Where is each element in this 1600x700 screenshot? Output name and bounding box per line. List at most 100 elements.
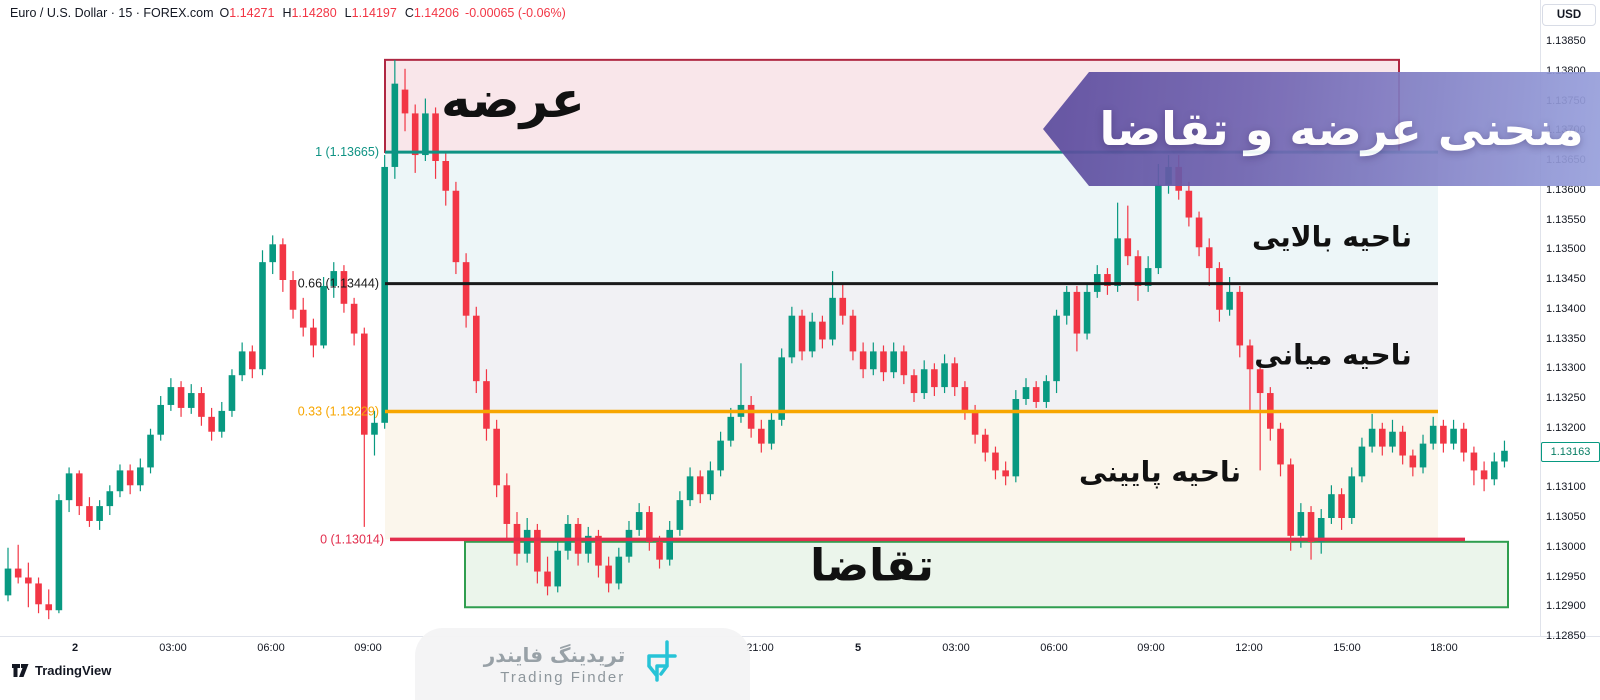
candle-body <box>523 529 531 554</box>
candle-body <box>1083 291 1091 334</box>
candle-body <box>808 321 816 352</box>
candle-body <box>758 428 765 444</box>
candle-body <box>228 375 236 411</box>
candle-body <box>269 244 276 263</box>
candle-body <box>350 303 358 334</box>
candle-body <box>381 166 388 423</box>
level-label: 0.33 (1.13229) <box>298 404 379 418</box>
candle-body <box>1287 464 1294 536</box>
candle-body <box>992 452 999 471</box>
candle-body <box>584 535 592 554</box>
price-tick-label: 1.13400 <box>1546 302 1586 315</box>
candle-body <box>1419 443 1427 468</box>
candle-body <box>371 422 378 435</box>
price-tick-label: 1.13550 <box>1546 213 1586 226</box>
candle-body <box>14 568 22 578</box>
candle-body <box>554 550 562 587</box>
price-axis-border <box>1540 0 1541 636</box>
level-label: 0 (1.13014) <box>320 532 384 546</box>
candle-body <box>1358 446 1366 477</box>
last-price-badge: 1.13163 <box>1541 442 1600 462</box>
tradingview-logo-icon <box>12 664 29 677</box>
candle-body <box>951 363 959 388</box>
candle-body <box>259 262 266 370</box>
candle-body <box>147 434 154 468</box>
candle-body <box>605 565 612 584</box>
candle-body <box>106 491 114 507</box>
demand-zone-label: تقاضا <box>810 540 934 592</box>
candle-body <box>1429 425 1437 444</box>
candle-body <box>218 410 226 432</box>
candle-body <box>788 315 796 358</box>
candle-body <box>1460 428 1468 453</box>
candle-body <box>279 244 287 280</box>
candle-body <box>849 315 857 352</box>
symbol-title[interactable]: Euro / U.S. Dollar · 15 · FOREX.com <box>10 6 214 20</box>
candle-body <box>75 473 83 507</box>
lower-zone-label: ناحیه پایینی <box>1078 455 1242 489</box>
candle-body <box>1440 425 1447 444</box>
candle-body <box>1480 470 1488 480</box>
candle-body <box>493 428 500 486</box>
candle-body <box>1073 291 1081 334</box>
candle-body <box>676 500 684 530</box>
candle-body <box>289 280 297 310</box>
candle-body <box>187 393 195 408</box>
candle-body <box>931 369 938 388</box>
candle-body <box>472 315 480 382</box>
time-tick-label: 21:00 <box>746 642 774 654</box>
tradingview-logo[interactable]: TradingView <box>12 663 111 678</box>
candle-body <box>1053 315 1060 382</box>
candle-body <box>1338 494 1345 518</box>
candle-body <box>411 113 419 156</box>
candle-body <box>361 333 368 435</box>
watermark-text-en: Trading Finder <box>500 668 626 686</box>
candle-body <box>167 387 175 405</box>
candle-body <box>941 363 948 388</box>
candle-body <box>401 89 409 114</box>
candle-body <box>1450 428 1457 444</box>
currency-unit-button[interactable]: USD <box>1542 4 1596 26</box>
candle-body <box>116 470 124 492</box>
ohlc-pair: C1.14206 <box>404 6 460 20</box>
candle-body <box>238 351 246 376</box>
price-tick-label: 1.13500 <box>1546 243 1586 256</box>
candle-body <box>35 583 42 605</box>
candle-body <box>4 568 12 596</box>
candle-body <box>707 470 714 495</box>
candle-body <box>1124 238 1132 257</box>
level-band <box>385 411 1438 540</box>
symbol-info-bar: Euro / U.S. Dollar · 15 · FOREX.com O1.1… <box>10 6 566 20</box>
candle-body <box>1307 512 1315 542</box>
time-axis[interactable]: 2 03:00 06:00 09:00 21:00 5 03:00 06:00 09:00 12:… <box>0 637 1600 665</box>
ohlc-pair: O1.14271 <box>219 6 275 20</box>
candle-body <box>870 351 877 370</box>
candle-body <box>625 529 633 557</box>
candle-body <box>208 416 215 432</box>
candle-body <box>483 381 490 429</box>
time-tick-label: 2 <box>71 642 79 654</box>
candle-body <box>1012 399 1020 477</box>
candle-body <box>595 535 602 566</box>
candle-body <box>1246 345 1254 370</box>
candle-body <box>880 351 887 373</box>
time-tick-label: 09:00 <box>354 642 382 654</box>
time-tick-label: 15:00 <box>1333 642 1361 654</box>
candle-body <box>45 604 53 611</box>
candle-body <box>1470 452 1478 471</box>
time-tick-label: 03:00 <box>942 642 970 654</box>
candle-body <box>656 541 663 560</box>
title-banner: منحنی عرضه و تقاضا <box>1043 72 1600 186</box>
candle-body <box>635 512 643 530</box>
candle-body <box>1022 387 1030 399</box>
candle-body <box>1256 369 1264 394</box>
candle-body <box>1043 381 1050 402</box>
candle-body <box>961 387 969 411</box>
time-tick-label: 03:00 <box>159 642 187 654</box>
candle-body <box>1501 450 1508 462</box>
candle-body <box>1114 238 1121 286</box>
candle-body <box>971 410 979 435</box>
time-tick-label: 5 <box>854 642 862 654</box>
candle-body <box>1195 217 1203 248</box>
demand-zone-box <box>464 540 1509 609</box>
